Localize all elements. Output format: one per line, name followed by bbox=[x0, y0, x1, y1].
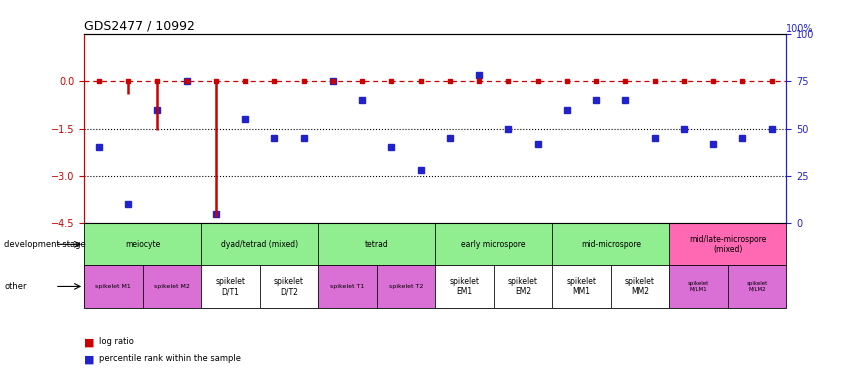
Text: tetrad: tetrad bbox=[365, 240, 389, 249]
Text: log ratio: log ratio bbox=[99, 338, 134, 346]
Text: spikelet
M/LM1: spikelet M/LM1 bbox=[688, 281, 709, 292]
Bar bbox=[611, 266, 669, 308]
Text: GDS2477 / 10992: GDS2477 / 10992 bbox=[84, 20, 195, 33]
Bar bbox=[494, 266, 553, 308]
Bar bbox=[553, 223, 669, 266]
Text: dyad/tetrad (mixed): dyad/tetrad (mixed) bbox=[221, 240, 299, 249]
Bar bbox=[201, 266, 260, 308]
Bar bbox=[143, 266, 201, 308]
Text: spikelet
M/LM2: spikelet M/LM2 bbox=[747, 281, 768, 292]
Bar bbox=[436, 266, 494, 308]
Text: other: other bbox=[4, 282, 27, 291]
Text: 100%: 100% bbox=[786, 24, 814, 34]
Text: spikelet
MM1: spikelet MM1 bbox=[567, 277, 596, 296]
Text: spikelet M2: spikelet M2 bbox=[154, 284, 190, 289]
Text: percentile rank within the sample: percentile rank within the sample bbox=[99, 354, 241, 363]
Text: spikelet M1: spikelet M1 bbox=[96, 284, 131, 289]
Text: spikelet
EM2: spikelet EM2 bbox=[508, 277, 538, 296]
Bar bbox=[669, 223, 786, 266]
Bar bbox=[727, 266, 786, 308]
Text: spikelet
D/T2: spikelet D/T2 bbox=[274, 277, 304, 296]
Text: mid-microspore: mid-microspore bbox=[581, 240, 641, 249]
Text: spikelet
D/T1: spikelet D/T1 bbox=[215, 277, 246, 296]
Text: ■: ■ bbox=[84, 354, 94, 364]
Bar bbox=[553, 266, 611, 308]
Bar bbox=[318, 266, 377, 308]
Bar bbox=[84, 223, 201, 266]
Bar bbox=[669, 266, 727, 308]
Text: development stage: development stage bbox=[4, 240, 86, 249]
Bar bbox=[201, 223, 318, 266]
Text: early microspore: early microspore bbox=[462, 240, 526, 249]
Bar bbox=[84, 266, 143, 308]
Bar bbox=[260, 266, 318, 308]
Bar bbox=[318, 223, 436, 266]
Text: mid/late-microspore
(mixed): mid/late-microspore (mixed) bbox=[689, 235, 766, 254]
Text: spikelet T1: spikelet T1 bbox=[331, 284, 364, 289]
Text: spikelet
MM2: spikelet MM2 bbox=[625, 277, 655, 296]
Text: ■: ■ bbox=[84, 338, 94, 348]
Text: meiocyte: meiocyte bbox=[125, 240, 161, 249]
Text: spikelet
EM1: spikelet EM1 bbox=[449, 277, 479, 296]
Text: spikelet T2: spikelet T2 bbox=[389, 284, 423, 289]
Bar bbox=[377, 266, 436, 308]
Bar bbox=[436, 223, 553, 266]
